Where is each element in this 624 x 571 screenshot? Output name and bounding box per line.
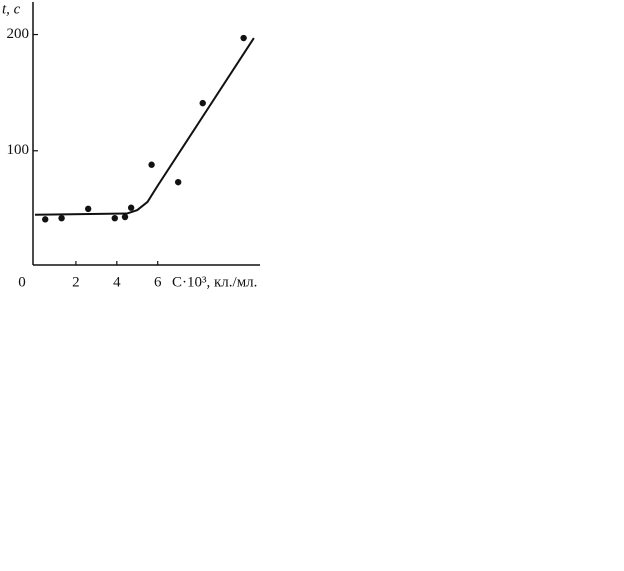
data-point <box>121 213 129 221</box>
x-axis-label: C·10³, кл./мл. <box>172 274 257 290</box>
fit-line <box>34 37 255 216</box>
y-tick-label: 200 <box>7 26 30 42</box>
data-point <box>42 216 49 223</box>
y-tick-label: 100 <box>7 142 30 158</box>
data-point <box>111 214 118 222</box>
data-point <box>127 204 135 211</box>
x-tick-label: 2 <box>72 274 80 290</box>
x-tick-label: 4 <box>113 274 121 290</box>
data-point <box>240 34 247 42</box>
data-point <box>148 161 155 168</box>
data-point <box>174 178 182 186</box>
y-axis-label: t, с <box>2 1 21 17</box>
x-tick-label: 0 <box>18 274 26 290</box>
data-point <box>199 99 206 107</box>
data-point <box>58 214 65 222</box>
x-tick-label: 6 <box>154 274 162 290</box>
data-point <box>84 205 92 213</box>
